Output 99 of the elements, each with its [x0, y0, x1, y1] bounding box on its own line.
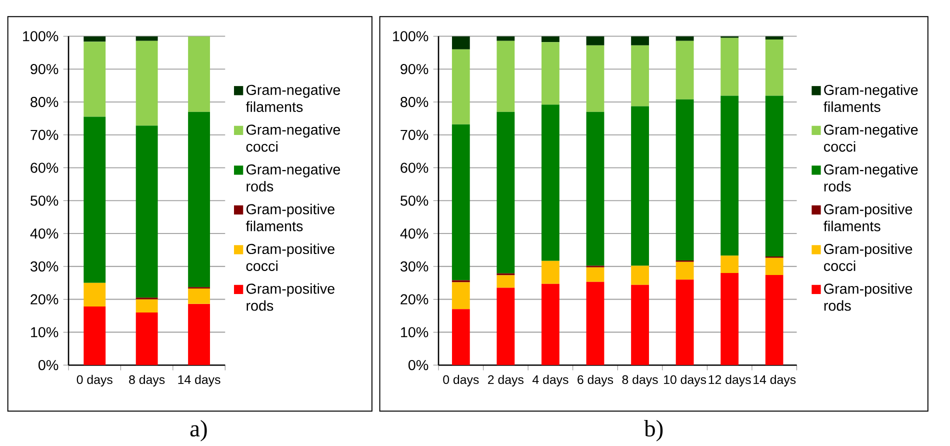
x-tick-label: 14 days [754, 375, 796, 387]
x-tick-label: 4 days [532, 375, 568, 387]
y-tick-label: 20% [400, 294, 428, 305]
bar [452, 309, 470, 366]
bar [631, 106, 649, 266]
y-tick-label: 80% [30, 97, 58, 108]
bar [542, 42, 560, 105]
y-tick-label: 100% [393, 31, 428, 42]
bar [676, 100, 694, 261]
bar [542, 36, 560, 42]
bar [136, 299, 158, 313]
bar [496, 112, 515, 274]
legend-label: Gram-negative rods [824, 164, 918, 192]
bar [136, 36, 158, 41]
bar [188, 304, 210, 366]
x-tick-label: 0 days [76, 375, 112, 387]
bar [188, 288, 210, 304]
legend-label: Gram-negative rods [246, 164, 340, 192]
y-tick-label: 30% [30, 262, 58, 272]
bar [586, 282, 604, 366]
y-tick-label: 90% [30, 64, 58, 74]
bar [542, 104, 560, 261]
legend-label: Gram-negative cocci [824, 124, 918, 152]
x-tick-label: 14 days [178, 375, 220, 387]
bar [586, 46, 604, 112]
bar [720, 38, 739, 96]
bar [452, 124, 470, 280]
legend-label: Gram-negative filaments [824, 84, 918, 112]
y-tick-label: 30% [400, 262, 428, 272]
bar [136, 312, 158, 366]
bar [84, 36, 106, 42]
y-tick-label: 60% [400, 162, 428, 174]
bar [136, 40, 158, 126]
y-tick-label: 100% [23, 31, 58, 42]
y-tick-label: 0% [408, 360, 428, 370]
bar [765, 40, 784, 96]
bar [542, 260, 560, 284]
bar [586, 112, 604, 266]
x-tick-label: 8 days [622, 375, 658, 387]
bar [765, 96, 784, 257]
bar [496, 288, 515, 366]
bar [496, 40, 515, 112]
bar [676, 262, 694, 280]
bar [631, 266, 649, 285]
bar [631, 36, 649, 46]
bar [496, 36, 515, 41]
bar [720, 256, 739, 274]
bar [720, 96, 739, 256]
bar [84, 42, 106, 117]
y-tick-label: 60% [30, 162, 58, 174]
legend-label: Gram-negative filaments [246, 84, 340, 112]
bar [676, 280, 694, 366]
y-tick-label: 70% [30, 130, 58, 140]
bar [84, 116, 106, 284]
y-tick-label: 50% [400, 196, 428, 206]
bar [496, 275, 515, 288]
bar [542, 284, 560, 366]
y-tick-label: 40% [30, 228, 58, 239]
x-tick-label: 8 days [129, 375, 165, 387]
text: b) [644, 420, 663, 442]
bar [631, 285, 649, 366]
x-tick-label: 6 days [578, 375, 614, 387]
y-tick-label: 10% [31, 327, 58, 338]
text: a) [190, 420, 207, 442]
bar [188, 36, 210, 112]
legend-label: Gram-positive filaments [246, 204, 334, 232]
x-tick-label: 2 days [488, 375, 524, 387]
bar [84, 306, 106, 366]
y-tick-label: 10% [401, 327, 428, 338]
bar [136, 126, 158, 298]
bar [586, 268, 604, 282]
bar [84, 283, 106, 307]
y-tick-label: 0% [38, 360, 58, 370]
bar [452, 282, 470, 310]
legend-label: Gram-positive rods [246, 283, 334, 311]
bar [631, 46, 649, 106]
legend-label: Gram-positive cocci [246, 244, 334, 272]
y-tick-label: 80% [400, 97, 428, 108]
bar [452, 50, 470, 125]
bar [676, 40, 694, 100]
x-tick-label: 0 days [443, 375, 479, 387]
x-tick-label: 10 days [664, 375, 706, 387]
legend-label: Gram-positive cocci [824, 244, 912, 272]
bar [676, 36, 694, 41]
legend-label: Gram-positive filaments [824, 204, 912, 232]
bar [586, 36, 604, 46]
y-tick-label: 40% [400, 228, 428, 239]
bar [720, 273, 739, 366]
y-tick-label: 20% [30, 294, 58, 305]
bar [765, 275, 784, 366]
bar [765, 258, 784, 276]
y-tick-label: 70% [400, 130, 428, 140]
bar [188, 112, 210, 288]
legend-label: Gram-negative cocci [246, 124, 340, 152]
y-tick-label: 90% [400, 64, 428, 74]
bar [452, 36, 470, 50]
x-tick-label: 12 days [708, 375, 751, 387]
y-tick-label: 50% [30, 196, 58, 206]
legend-label: Gram-positive rods [824, 283, 912, 311]
